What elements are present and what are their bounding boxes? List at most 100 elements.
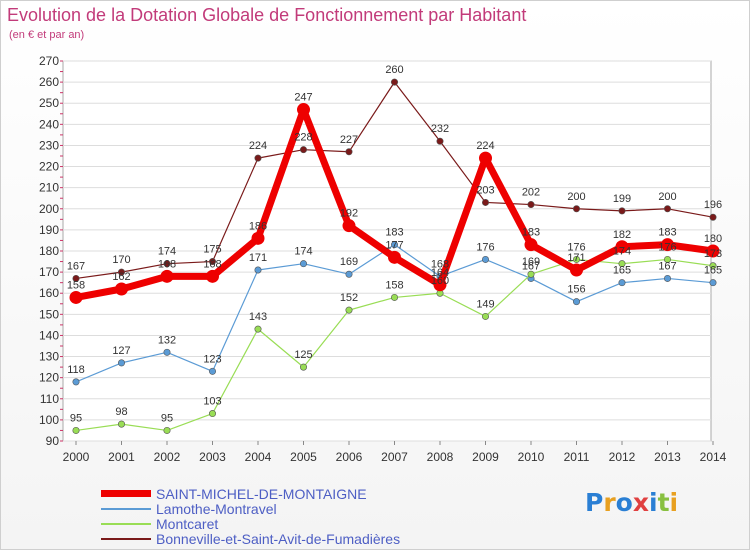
data-label: 247 xyxy=(294,92,312,104)
x-tick-label: 2003 xyxy=(199,450,226,464)
data-label: 149 xyxy=(476,298,494,310)
x-tick-label: 2002 xyxy=(154,450,181,464)
data-point xyxy=(72,426,80,434)
data-point xyxy=(345,306,353,314)
data-point xyxy=(72,378,80,386)
data-point xyxy=(436,137,444,145)
data-point xyxy=(118,420,126,428)
data-label: 164 xyxy=(431,267,449,279)
data-label: 143 xyxy=(249,311,267,323)
data-point xyxy=(390,78,398,86)
data-point xyxy=(118,268,126,276)
data-label: 171 xyxy=(567,252,585,264)
y-tick-label: 170 xyxy=(39,265,59,279)
data-label: 200 xyxy=(658,191,676,203)
legend-swatch-bonneville xyxy=(101,538,151,540)
data-label: 167 xyxy=(67,260,85,272)
x-tick-label: 2001 xyxy=(108,450,135,464)
data-label: 169 xyxy=(340,256,358,268)
data-point xyxy=(481,198,489,206)
data-label: 224 xyxy=(476,140,494,152)
logo-letter: i xyxy=(669,488,679,517)
data-label: 168 xyxy=(158,258,176,270)
data-label: 103 xyxy=(203,396,221,408)
data-label: 170 xyxy=(112,254,130,266)
y-tick-label: 260 xyxy=(39,75,59,89)
data-label: 158 xyxy=(67,279,85,291)
data-point xyxy=(69,290,83,304)
data-point xyxy=(390,293,398,301)
proxiti-logo: Proxiti xyxy=(585,488,678,517)
legend-label: Bonneville-et-Saint-Avit-de-Fumadières xyxy=(156,531,401,547)
data-label: 228 xyxy=(294,132,312,144)
data-label: 176 xyxy=(476,241,494,253)
data-point xyxy=(388,250,401,264)
data-label: 171 xyxy=(249,252,267,264)
y-tick-label: 130 xyxy=(39,350,59,364)
data-label: 183 xyxy=(385,227,403,239)
data-point xyxy=(433,278,447,292)
data-label: 232 xyxy=(431,123,449,135)
data-point xyxy=(479,151,492,165)
data-label: 174 xyxy=(294,246,312,258)
data-label: 152 xyxy=(340,292,358,304)
data-label: 176 xyxy=(658,241,676,253)
data-point xyxy=(618,279,626,287)
x-tick-label: 2006 xyxy=(336,450,363,464)
y-tick-label: 270 xyxy=(39,54,59,68)
data-label: 95 xyxy=(161,412,173,424)
y-tick-label: 100 xyxy=(39,413,59,427)
data-point xyxy=(709,262,717,270)
data-label: 167 xyxy=(522,260,540,272)
data-point xyxy=(163,348,171,356)
data-label: 125 xyxy=(294,349,312,361)
data-point xyxy=(254,325,262,333)
y-tick-label: 120 xyxy=(39,371,59,385)
data-label: 167 xyxy=(658,260,676,272)
data-point xyxy=(390,241,398,249)
x-tick-label: 2008 xyxy=(427,450,454,464)
data-point xyxy=(115,282,128,296)
y-tick-label: 180 xyxy=(39,244,59,258)
data-label: 227 xyxy=(340,134,358,146)
data-point xyxy=(524,238,538,252)
data-point xyxy=(709,279,717,287)
data-label: 182 xyxy=(613,229,631,241)
data-point xyxy=(572,298,580,306)
data-point xyxy=(118,359,126,367)
data-label: 160 xyxy=(431,275,449,287)
data-label: 98 xyxy=(115,406,127,418)
data-point xyxy=(254,154,262,162)
data-label: 180 xyxy=(704,233,722,245)
data-point xyxy=(481,255,489,263)
data-label: 202 xyxy=(522,187,540,199)
data-label: 200 xyxy=(567,191,585,203)
legend-label: Lamothe-Montravel xyxy=(156,501,277,517)
data-label: 192 xyxy=(340,208,358,220)
data-point xyxy=(342,219,356,233)
y-tick-label: 150 xyxy=(39,307,59,321)
data-label: 168 xyxy=(431,258,449,270)
data-point xyxy=(527,270,535,278)
y-tick-label: 190 xyxy=(39,223,59,237)
x-tick-label: 2012 xyxy=(609,450,636,464)
data-label: 162 xyxy=(112,271,130,283)
x-tick-label: 2013 xyxy=(654,450,681,464)
data-label: 175 xyxy=(203,244,221,256)
data-point xyxy=(345,148,353,156)
data-label: 95 xyxy=(70,412,82,424)
data-point xyxy=(299,363,307,371)
y-tick-label: 200 xyxy=(39,202,59,216)
y-tick-label: 140 xyxy=(39,328,59,342)
data-point xyxy=(299,146,307,154)
legend-swatch-lamothe xyxy=(101,508,151,510)
legend-swatch-saint-michel xyxy=(101,490,151,497)
data-point xyxy=(72,274,80,282)
data-point xyxy=(570,263,583,277)
x-tick-label: 2004 xyxy=(245,450,272,464)
data-label: 132 xyxy=(158,334,176,346)
logo-letter: i xyxy=(649,488,658,517)
x-tick-label: 2009 xyxy=(472,450,499,464)
